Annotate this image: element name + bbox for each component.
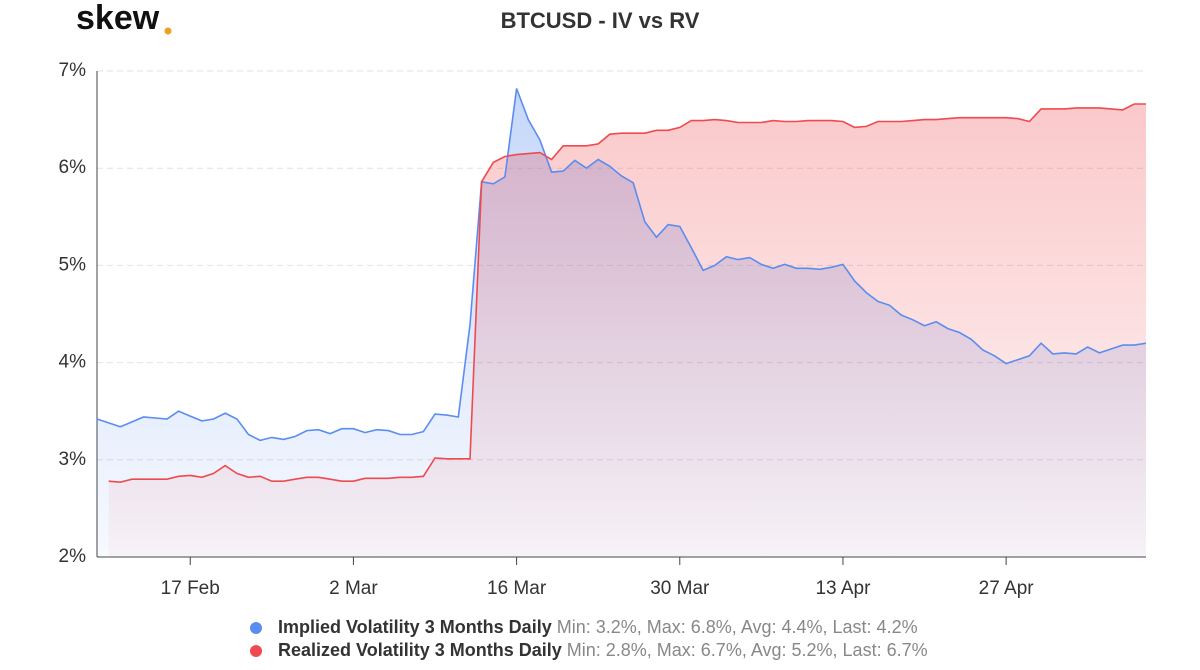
chart-title: BTCUSD - IV vs RV [501,8,700,33]
legend-name: Realized Volatility 3 Months Daily [278,640,562,660]
x-tick-label: 17 Feb [161,578,220,599]
logo: skew [76,0,160,37]
y-tick-label: 3% [59,449,87,470]
y-tick-label: 5% [59,254,87,275]
x-tick-label: 2 Mar [329,578,378,599]
area [108,104,1147,557]
logo-dot [164,27,172,35]
x-tick-label: 13 Apr [815,578,871,599]
legend-marker [250,645,262,657]
y-tick-label: 7% [59,60,87,81]
line [96,88,1147,442]
legend-entry: Implied Volatility 3 Months Daily Min: 3… [278,617,918,637]
legend-summary: Min: 3.2%, Max: 6.8%, Avg: 4.4%, Last: 4… [557,617,918,637]
legend-summary: Min: 2.8%, Max: 6.7%, Avg: 5.2%, Last: 6… [567,640,928,660]
line [108,103,1146,484]
x-tick-label: 27 Apr [979,578,1035,599]
legend-entry: Realized Volatility 3 Months Daily Min: … [278,640,928,660]
legend-name: Implied Volatility 3 Months Daily [278,617,552,637]
legend-marker [250,622,262,634]
y-tick-label: 6% [59,157,87,178]
y-tick-label: 2% [59,546,87,567]
x-tick-label: 16 Mar [487,578,547,599]
x-tick-label: 30 Mar [650,578,710,599]
y-tick-label: 4% [59,352,87,373]
